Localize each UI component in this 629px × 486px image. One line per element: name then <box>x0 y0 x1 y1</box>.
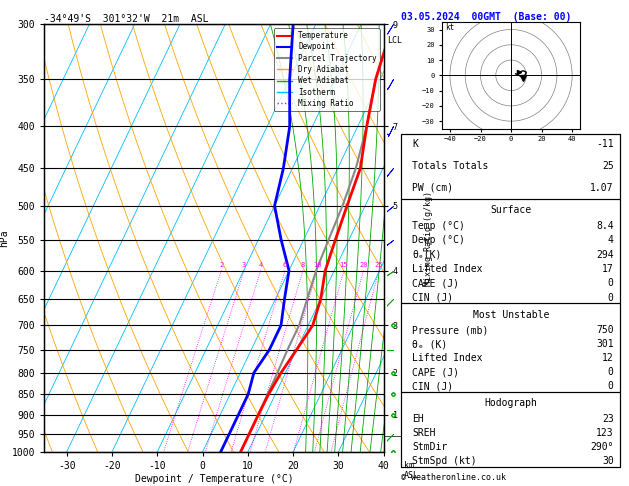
Text: PW (cm): PW (cm) <box>412 183 454 193</box>
Text: Mixing Ratio (g/kg): Mixing Ratio (g/kg) <box>425 191 433 286</box>
Text: -11: -11 <box>596 139 614 150</box>
Text: 10: 10 <box>313 262 321 268</box>
Text: 294: 294 <box>596 250 614 260</box>
Text: 8.4: 8.4 <box>596 221 614 231</box>
Text: 2: 2 <box>219 262 223 268</box>
Text: Dewp (°C): Dewp (°C) <box>412 235 465 245</box>
Text: 290°: 290° <box>590 442 614 452</box>
Text: 0: 0 <box>608 278 614 289</box>
Text: 23: 23 <box>602 414 614 424</box>
Text: EH: EH <box>412 414 424 424</box>
Text: kt: kt <box>445 22 455 32</box>
Text: Surface: Surface <box>490 205 532 215</box>
Text: Pressure (mb): Pressure (mb) <box>412 326 489 335</box>
Text: Lifted Index: Lifted Index <box>412 353 482 364</box>
Text: SREH: SREH <box>412 428 436 438</box>
Text: CAPE (J): CAPE (J) <box>412 367 459 377</box>
Text: θₑ(K): θₑ(K) <box>412 250 442 260</box>
Text: CAPE (J): CAPE (J) <box>412 278 459 289</box>
Text: km
ASL: km ASL <box>404 461 419 480</box>
Text: StmSpd (kt): StmSpd (kt) <box>412 456 477 466</box>
Text: 4: 4 <box>608 235 614 245</box>
Text: Hodograph: Hodograph <box>484 399 537 408</box>
Text: 0: 0 <box>608 382 614 391</box>
Text: θₑ (K): θₑ (K) <box>412 339 447 349</box>
Text: Temp (°C): Temp (°C) <box>412 221 465 231</box>
Text: 25: 25 <box>375 262 383 268</box>
Text: 4: 4 <box>259 262 263 268</box>
Text: 0: 0 <box>608 367 614 377</box>
Text: Most Unstable: Most Unstable <box>472 310 549 320</box>
Text: CIN (J): CIN (J) <box>412 293 454 303</box>
Bar <box>401 134 620 199</box>
Text: 15: 15 <box>340 262 348 268</box>
Text: 30: 30 <box>602 456 614 466</box>
Text: Lifted Index: Lifted Index <box>412 264 482 274</box>
Text: 03.05.2024  00GMT  (Base: 00): 03.05.2024 00GMT (Base: 00) <box>401 12 572 22</box>
Text: 20: 20 <box>359 262 368 268</box>
Bar <box>401 199 620 303</box>
Text: 301: 301 <box>596 339 614 349</box>
Legend: Temperature, Dewpoint, Parcel Trajectory, Dry Adiabat, Wet Adiabat, Isotherm, Mi: Temperature, Dewpoint, Parcel Trajectory… <box>274 28 380 111</box>
Text: Totals Totals: Totals Totals <box>412 161 489 171</box>
Text: -34°49'S  301°32'W  21m  ASL: -34°49'S 301°32'W 21m ASL <box>44 14 209 23</box>
Text: LCL: LCL <box>387 36 402 45</box>
Text: 8: 8 <box>301 262 305 268</box>
Text: 1.07: 1.07 <box>590 183 614 193</box>
Text: 123: 123 <box>596 428 614 438</box>
Text: 3: 3 <box>242 262 246 268</box>
Text: 6: 6 <box>283 262 287 268</box>
X-axis label: Dewpoint / Temperature (°C): Dewpoint / Temperature (°C) <box>135 474 293 484</box>
Text: © weatheronline.co.uk: © weatheronline.co.uk <box>401 473 506 482</box>
Text: StmDir: StmDir <box>412 442 447 452</box>
Text: 25: 25 <box>602 161 614 171</box>
Text: CIN (J): CIN (J) <box>412 382 454 391</box>
Text: 0: 0 <box>608 293 614 303</box>
Text: K: K <box>412 139 418 150</box>
Y-axis label: hPa: hPa <box>0 229 9 247</box>
Text: 17: 17 <box>602 264 614 274</box>
Bar <box>401 392 620 467</box>
Text: 12: 12 <box>602 353 614 364</box>
Text: 750: 750 <box>596 326 614 335</box>
Bar <box>401 303 620 392</box>
